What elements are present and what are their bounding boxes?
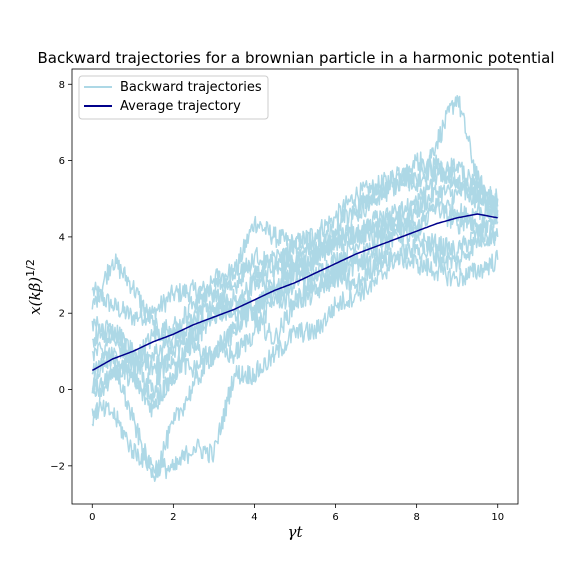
trajectory-line [91, 247, 499, 480]
legend-label-trajectories: Backward trajectories [120, 80, 262, 95]
y-tick-label: 2 [59, 309, 65, 320]
x-tick-label: 2 [170, 512, 176, 523]
x-axis: 0 2 4 6 8 10 [89, 504, 504, 523]
legend-box [78, 75, 269, 120]
x-tick-label: 10 [491, 512, 504, 523]
x-tick-label: 4 [251, 512, 257, 523]
y-tick-label: 8 [59, 80, 65, 91]
trajectory-line [91, 225, 499, 483]
trajectory-line [91, 194, 499, 398]
x-tick-label: 0 [89, 512, 95, 523]
trajectory-line [91, 157, 499, 391]
chart-title: Backward trajectories for a brownian par… [37, 49, 554, 67]
average-trajectory [91, 213, 498, 372]
y-tick-label: 6 [59, 156, 65, 167]
x-axis-label: γt [288, 523, 304, 541]
average-trajectory-line [91, 213, 498, 372]
trajectory-line [91, 151, 499, 399]
x-tick-label: 8 [413, 512, 419, 523]
x-tick-label: 6 [332, 512, 338, 523]
y-tick-label: 0 [59, 385, 65, 396]
legend-label-average: Average trajectory [120, 99, 241, 114]
plot-area [71, 68, 519, 505]
backward-trajectories [91, 94, 499, 483]
y-tick-label: −2 [50, 461, 65, 472]
y-tick-label: 4 [59, 232, 65, 243]
y-axis: −2 0 2 4 6 8 [50, 80, 72, 472]
legend: Backward trajectories Average trajectory [78, 75, 269, 120]
